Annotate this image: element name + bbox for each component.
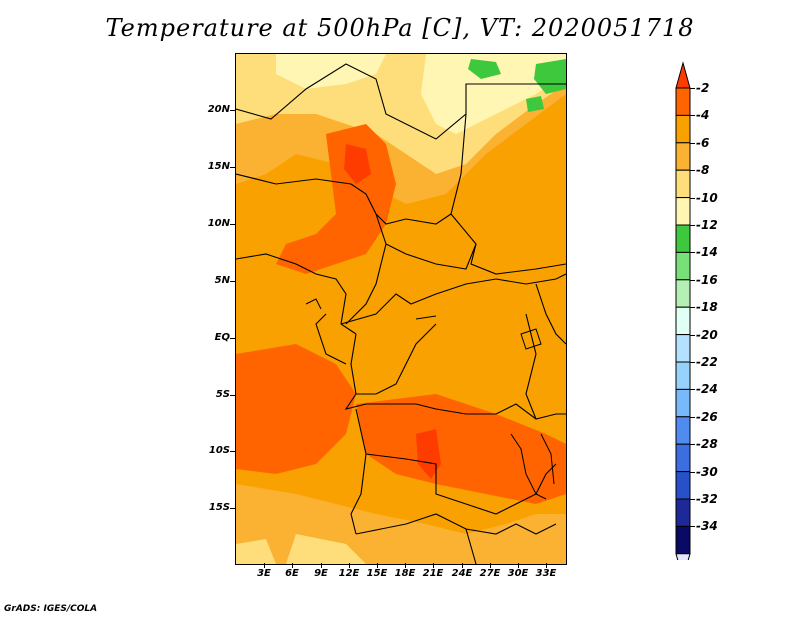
colorbar-cap-bottom bbox=[675, 553, 691, 560]
lat-label-eq: EQ bbox=[214, 332, 230, 343]
lat-label-20n: 20N bbox=[207, 104, 230, 115]
colorbar-label: -30 bbox=[696, 464, 718, 479]
lon-label-9e: 9E bbox=[314, 568, 328, 579]
colorbar-tick bbox=[690, 362, 695, 363]
temperature-map bbox=[235, 53, 567, 565]
colorbar-box bbox=[675, 142, 691, 171]
colorbar-label: -34 bbox=[696, 519, 718, 534]
colorbar-box bbox=[675, 361, 691, 390]
colorbar-label: -8 bbox=[696, 163, 710, 178]
lon-label-21e: 21E bbox=[422, 568, 444, 579]
lon-label-30e: 30E bbox=[507, 568, 529, 579]
colorbar-label: -28 bbox=[696, 437, 718, 452]
colorbar-tick bbox=[690, 444, 695, 446]
lon-tick bbox=[349, 563, 350, 568]
colorbar-box bbox=[675, 197, 691, 226]
lat-label-15n: 15N bbox=[207, 161, 230, 172]
colorbar-label: -32 bbox=[696, 492, 718, 506]
colorbar-tick bbox=[690, 88, 695, 89]
lon-tick bbox=[490, 563, 491, 568]
lat-tick bbox=[230, 508, 235, 509]
colorbar-tick bbox=[690, 307, 695, 309]
lat-label-10n: 10N bbox=[207, 218, 230, 229]
lat-tick bbox=[230, 281, 235, 282]
colorbar-box bbox=[675, 334, 691, 363]
colorbar-box bbox=[675, 279, 691, 308]
colorbar-tick bbox=[690, 279, 695, 281]
colorbar-box bbox=[675, 224, 691, 253]
colorbar-cap-top bbox=[675, 61, 691, 89]
colorbar-tick bbox=[690, 416, 695, 418]
colorbar-tick bbox=[690, 389, 695, 391]
colorbar-tick bbox=[690, 142, 695, 144]
colorbar-box bbox=[675, 471, 691, 500]
lat-tick bbox=[230, 451, 235, 452]
lon-label-3e: 3E bbox=[257, 568, 271, 579]
colorbar-tick bbox=[690, 334, 695, 336]
lat-tick bbox=[230, 110, 235, 111]
colorbar-tick bbox=[690, 170, 695, 172]
lon-tick bbox=[264, 563, 265, 568]
lon-tick bbox=[377, 563, 378, 568]
colorbar-label: -6 bbox=[696, 135, 710, 150]
lat-label-5n: 5N bbox=[214, 275, 230, 286]
colorbar-tick bbox=[690, 471, 695, 473]
lat-tick bbox=[230, 224, 235, 225]
colorbar-label: -18 bbox=[696, 300, 718, 315]
colorbar-tick bbox=[690, 499, 695, 500]
colorbar-tick bbox=[690, 225, 695, 226]
colorbar-box bbox=[675, 498, 691, 527]
colorbar bbox=[675, 61, 691, 560]
lat-tick bbox=[230, 338, 235, 339]
lon-tick bbox=[433, 563, 434, 568]
lon-label-15e: 15E bbox=[366, 568, 388, 579]
lon-label-27e: 27E bbox=[479, 568, 501, 579]
lon-tick bbox=[292, 563, 293, 568]
temperature-field bbox=[236, 54, 566, 564]
lat-tick bbox=[230, 167, 235, 168]
lat-label-10s: 10S bbox=[208, 445, 230, 456]
lon-tick bbox=[546, 563, 547, 568]
colorbar-box bbox=[675, 388, 691, 418]
lon-tick bbox=[518, 563, 519, 568]
lon-label-24e: 24E bbox=[451, 568, 473, 579]
colorbar-label: -14 bbox=[696, 245, 718, 260]
colorbar-box bbox=[675, 443, 691, 473]
colorbar-box bbox=[675, 169, 691, 199]
chart-title: Temperature at 500hPa [C], VT: 202005171… bbox=[105, 14, 695, 42]
colorbar-tick bbox=[690, 252, 695, 254]
lon-label-6e: 6E bbox=[285, 568, 299, 579]
lon-tick bbox=[462, 563, 463, 568]
lon-tick bbox=[405, 563, 406, 568]
colorbar-label: -12 bbox=[696, 218, 718, 232]
lon-tick bbox=[321, 563, 322, 568]
colorbar-tick bbox=[690, 115, 695, 117]
colorbar-box bbox=[675, 416, 691, 445]
colorbar-box bbox=[675, 87, 691, 116]
lat-label-5s: 5S bbox=[215, 389, 230, 400]
colorbar-label: -26 bbox=[696, 409, 718, 424]
colorbar-label: -2 bbox=[696, 81, 710, 95]
lat-label-15s: 15S bbox=[208, 502, 230, 513]
colorbar-label: -22 bbox=[696, 355, 718, 369]
colorbar-label: -20 bbox=[696, 327, 718, 342]
footer-credit: GrADS: IGES/COLA bbox=[4, 604, 98, 614]
colorbar-label: -16 bbox=[696, 272, 718, 287]
colorbar-box bbox=[675, 306, 691, 336]
lon-label-12e: 12E bbox=[338, 568, 360, 579]
lon-label-18e: 18E bbox=[394, 568, 416, 579]
colorbar-tick bbox=[690, 197, 695, 199]
colorbar-box bbox=[675, 251, 691, 281]
colorbar-tick bbox=[690, 526, 695, 528]
colorbar-label: -24 bbox=[696, 382, 718, 397]
colorbar-label: -10 bbox=[696, 190, 718, 205]
lat-tick bbox=[230, 395, 235, 396]
colorbar-label: -4 bbox=[696, 108, 710, 123]
lon-label-33e: 33E bbox=[535, 568, 557, 579]
colorbar-box bbox=[675, 525, 691, 555]
colorbar-box bbox=[675, 114, 691, 144]
